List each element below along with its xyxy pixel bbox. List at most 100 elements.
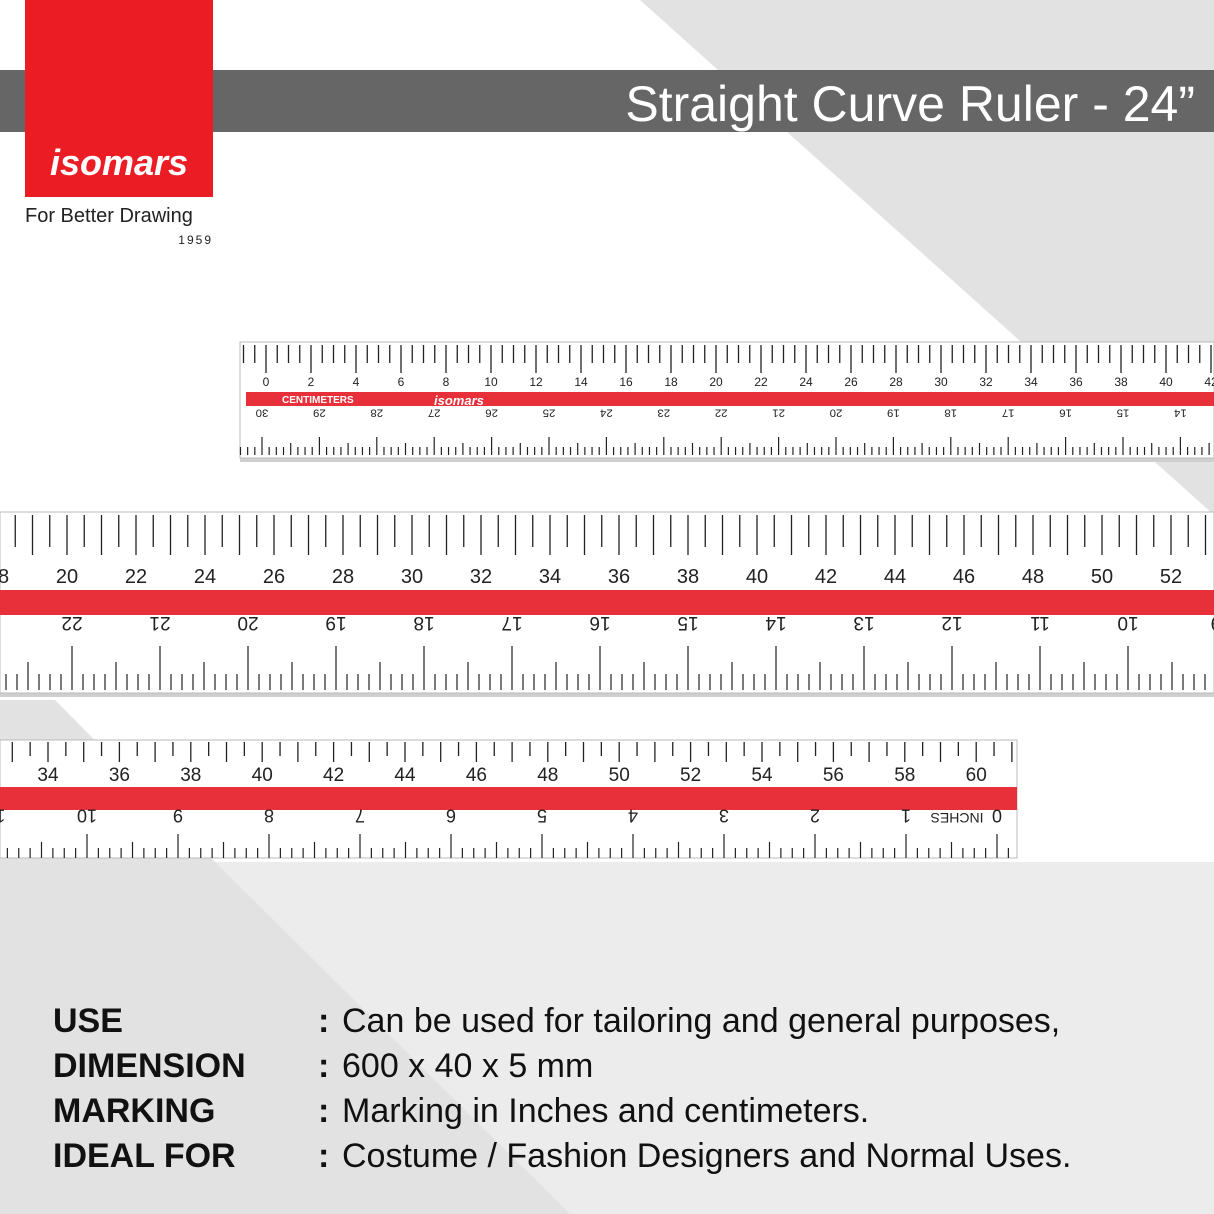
title: Straight Curve Ruler - 24” <box>625 76 1195 132</box>
ruler-number: 34 <box>37 765 59 786</box>
ruler-number: 38 <box>180 765 201 786</box>
ruler-number: 17 <box>1002 407 1015 419</box>
ruler-number: 6 <box>398 375 405 389</box>
ruler-number: 40 <box>1159 375 1173 389</box>
ruler-number: 2 <box>810 806 820 826</box>
spec-value: 600 x 40 x 5 mm <box>342 1047 593 1085</box>
ruler-number: 50 <box>609 765 630 786</box>
ruler-number: 28 <box>370 407 383 419</box>
ruler-band <box>0 590 1214 615</box>
ruler-number: 22 <box>125 566 147 588</box>
ruler-number: 4 <box>628 806 638 826</box>
ruler-number: 14 <box>574 375 588 389</box>
ruler-number: 24 <box>600 407 613 419</box>
rulers: 0246810121416182022242628303234363840423… <box>0 341 1214 859</box>
spec-separator: : <box>318 1047 329 1085</box>
ruler-number: 56 <box>823 765 844 786</box>
ruler-number: 8 <box>443 375 450 389</box>
ruler-number: 27 <box>428 407 441 419</box>
spec-label: IDEAL FOR <box>53 1137 236 1175</box>
ruler-number: 46 <box>953 566 975 588</box>
ruler-number: 11 <box>1030 612 1050 633</box>
ruler-number: 44 <box>884 566 906 588</box>
spec-label: DIMENSION <box>53 1047 246 1085</box>
ruler-number: 1 <box>901 806 911 826</box>
ruler-number: 36 <box>608 566 630 588</box>
ruler-number: 30 <box>934 375 948 389</box>
ruler-number: 20 <box>237 612 258 633</box>
ruler-number: 22 <box>754 375 768 389</box>
ruler-edge <box>240 456 1214 462</box>
ruler-number: 36 <box>1069 375 1083 389</box>
ruler-number: 24 <box>799 375 813 389</box>
ruler-number: 7 <box>355 806 365 826</box>
ruler-number: 52 <box>680 765 701 786</box>
ruler-number: 13 <box>853 612 874 633</box>
logo-tagline: For Better Drawing <box>25 205 193 227</box>
ruler-number: 20 <box>709 375 723 389</box>
ruler-number: 0 <box>263 375 270 389</box>
ruler-number: 30 <box>401 566 423 588</box>
ruler-brand: isomars <box>434 393 484 408</box>
ruler-number: 21 <box>772 407 785 419</box>
ruler-number: 54 <box>751 765 773 786</box>
spec-value: Marking in Inches and centimeters. <box>342 1092 869 1130</box>
ruler-number: 22 <box>715 407 728 419</box>
spec-label: MARKING <box>53 1092 215 1130</box>
ruler-number: 18 <box>413 612 434 633</box>
logo-box <box>25 0 213 197</box>
ruler-number: 10 <box>484 375 498 389</box>
ruler-number: 32 <box>470 566 492 588</box>
ruler-number: 9 <box>173 806 183 826</box>
ruler-number: 3 <box>719 806 729 826</box>
spec-label: USE <box>53 1002 123 1040</box>
bg-shape <box>215 862 1214 1214</box>
ruler-number: 48 <box>537 765 558 786</box>
ruler-number: 42 <box>815 566 837 588</box>
ruler-number: 12 <box>941 612 962 633</box>
ruler-number: 48 <box>1022 566 1044 588</box>
ruler-number: 28 <box>889 375 903 389</box>
ruler-number: 20 <box>56 566 78 588</box>
ruler-number: 16 <box>1059 407 1072 419</box>
ruler-number: 34 <box>539 566 561 588</box>
ruler-number: 34 <box>1024 375 1038 389</box>
spec-separator: : <box>318 1137 329 1175</box>
ruler-number: 10 <box>77 806 97 826</box>
ruler-number: 52 <box>1160 566 1182 588</box>
ruler-number: 11 <box>0 806 5 826</box>
ruler-number: 6 <box>446 806 456 826</box>
ruler-number: 29 <box>313 407 326 419</box>
ruler-number: 23 <box>657 407 670 419</box>
ruler-number: 38 <box>677 566 699 588</box>
ruler-band <box>246 392 1214 406</box>
ruler-number: 18 <box>0 566 9 588</box>
ruler-number: 26 <box>263 566 285 588</box>
ruler-number: 2 <box>308 375 315 389</box>
ruler-number: 42 <box>323 765 344 786</box>
ruler-number: 8 <box>264 806 274 826</box>
ruler-number: 14 <box>765 612 787 633</box>
spec-value: Costume / Fashion Designers and Normal U… <box>342 1137 1071 1175</box>
ruler: 0246810121416182022242628303234363840423… <box>239 341 1214 462</box>
ruler-number: 20 <box>830 407 843 419</box>
ruler-unit-label: INCHES <box>931 810 984 826</box>
ruler-number: 19 <box>325 612 346 633</box>
logo-year: 1959 <box>178 233 213 247</box>
ruler-number: 30 <box>256 407 269 419</box>
ruler-number: 18 <box>944 407 957 419</box>
spec-separator: : <box>318 1002 329 1040</box>
spec-value: Can be used for tailoring and general pu… <box>342 1002 1060 1040</box>
ruler-number: 15 <box>1117 407 1130 419</box>
ruler-number: 26 <box>844 375 858 389</box>
ruler-number: 12 <box>529 375 543 389</box>
ruler-number: 19 <box>887 407 900 419</box>
ruler: 18 20 22 24 26 28 30 32 34 36 38 40 42 44 46 48 50 52 22 21… <box>0 511 1214 697</box>
ruler-number: 10 <box>1117 612 1138 633</box>
ruler-unit-label: CENTIMETERS <box>282 395 354 406</box>
ruler-number: 44 <box>394 765 416 786</box>
ruler-band <box>0 787 1017 810</box>
ruler-number: 9 <box>1211 612 1214 633</box>
ruler-number: 16 <box>619 375 633 389</box>
ruler-number: 46 <box>466 765 487 786</box>
